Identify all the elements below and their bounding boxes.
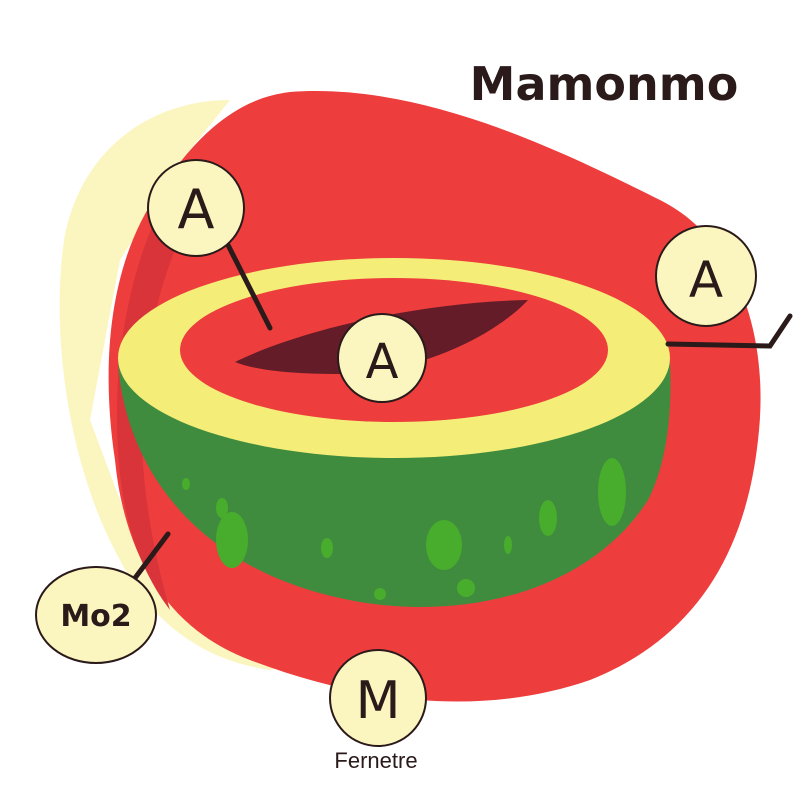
- label-text: A: [366, 334, 399, 390]
- rind-spot: [321, 538, 333, 558]
- label-bubble: [35, 566, 157, 664]
- label-text: A: [178, 178, 215, 241]
- leader-line-upper-left: [225, 242, 273, 331]
- leader-lines: [129, 242, 793, 585]
- cream-backdrop-shape: [59, 100, 310, 670]
- label-upper-left: A: [147, 159, 245, 257]
- label-text: Mo2: [60, 599, 131, 634]
- rind-spot: [216, 512, 248, 568]
- label-bottom: M: [329, 649, 427, 747]
- diagram-caption: Fernetre: [334, 748, 417, 773]
- label-bubble: [147, 159, 245, 257]
- leader-line-right: [665, 313, 793, 349]
- label-bubble: [329, 649, 427, 747]
- red-shadow-shape: [116, 180, 210, 610]
- rind-spot: [504, 536, 512, 554]
- label-center: A: [337, 313, 427, 403]
- rind-spot: [374, 588, 386, 600]
- rind-spot: [216, 498, 228, 518]
- label-bubble: [337, 313, 427, 403]
- rind-spot: [598, 458, 626, 526]
- label-text: A: [689, 251, 723, 309]
- rind-spots: [182, 458, 626, 600]
- rind-spot: [457, 579, 475, 597]
- rind-spot: [539, 500, 557, 536]
- diagram-title: Mamonmo: [470, 57, 739, 111]
- label-text: M: [356, 671, 401, 731]
- rind-spot: [426, 520, 462, 570]
- label-bubble: [655, 225, 757, 327]
- label-lower-left: Mo2: [35, 566, 157, 664]
- leader-line-lower-left: [129, 531, 171, 585]
- label-right: A: [655, 225, 757, 327]
- rind-spot: [182, 478, 190, 490]
